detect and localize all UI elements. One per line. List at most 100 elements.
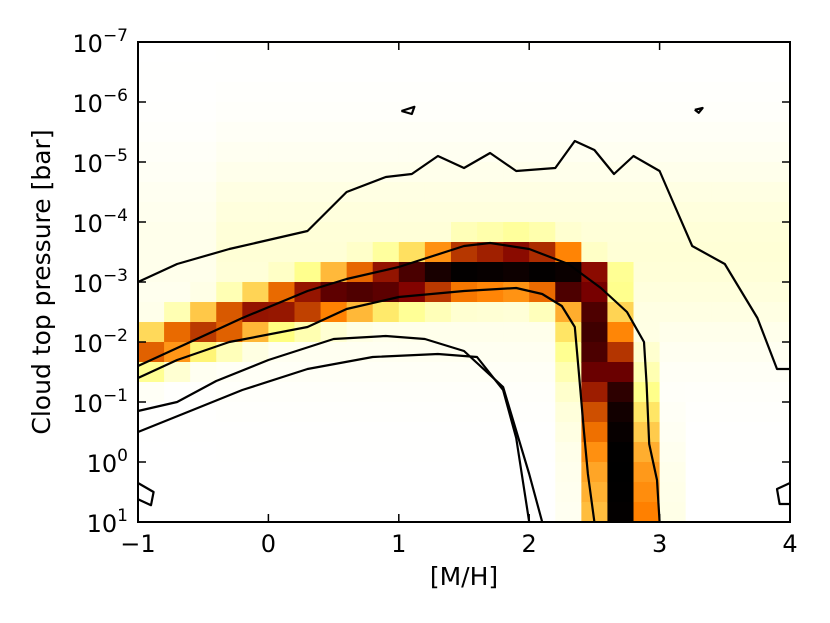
heatmap-cell bbox=[711, 142, 739, 163]
heatmap-cell bbox=[529, 262, 556, 283]
heatmap-cell bbox=[320, 202, 348, 223]
y-axis-label: Cloud top pressure [bar] bbox=[27, 129, 56, 434]
heatmap-cell bbox=[737, 442, 765, 463]
heatmap-cell bbox=[372, 222, 400, 243]
heatmap-cell bbox=[607, 322, 635, 343]
heatmap-cell bbox=[450, 102, 478, 123]
heatmap-cell bbox=[555, 82, 582, 103]
heatmap-cell bbox=[763, 222, 791, 243]
heatmap-cell bbox=[477, 502, 504, 523]
heatmap-cell bbox=[320, 162, 348, 183]
heatmap-cell bbox=[555, 162, 582, 183]
heatmap-cell bbox=[320, 42, 348, 63]
heatmap-cell bbox=[763, 242, 791, 263]
heatmap-cell bbox=[607, 302, 635, 323]
heatmap-cell bbox=[477, 182, 504, 203]
heatmap-cell bbox=[737, 322, 765, 343]
heatmap-cell bbox=[450, 42, 478, 63]
x-axis-label: [M/H] bbox=[430, 562, 498, 591]
heatmap-cell bbox=[477, 442, 504, 463]
heatmap-cell bbox=[242, 82, 269, 103]
heatmap-cell bbox=[398, 182, 426, 203]
heatmap-cell bbox=[737, 122, 765, 143]
heatmap-cell bbox=[763, 502, 791, 523]
heatmap-cell bbox=[216, 342, 243, 363]
heatmap-cell bbox=[581, 442, 609, 463]
heatmap-cell bbox=[242, 342, 269, 363]
heatmap-cell bbox=[398, 142, 426, 163]
heatmap-cell bbox=[529, 182, 556, 203]
heatmap-cell bbox=[372, 402, 400, 423]
heatmap-cell bbox=[633, 302, 661, 323]
heatmap-cell bbox=[164, 122, 191, 143]
heatmap-cell bbox=[216, 302, 243, 323]
heatmap-cell bbox=[633, 342, 661, 363]
heatmap-cell bbox=[346, 402, 374, 423]
heatmap-cell bbox=[294, 462, 322, 483]
heatmap-cell bbox=[424, 162, 452, 183]
heatmap-cell bbox=[503, 262, 530, 283]
heatmap-cell bbox=[346, 382, 374, 403]
heatmap-cell bbox=[607, 142, 635, 163]
heatmap-cell bbox=[424, 422, 452, 443]
heatmap-cell bbox=[294, 342, 322, 363]
contour-line-inner bbox=[137, 241, 661, 523]
heatmap-cell bbox=[320, 482, 348, 503]
heatmap-cell bbox=[503, 42, 530, 63]
heatmap-cell bbox=[529, 142, 556, 163]
heatmap-cell bbox=[555, 502, 582, 523]
heatmap-cell bbox=[424, 402, 452, 423]
heatmap-cell bbox=[450, 282, 478, 303]
heatmap-cell bbox=[503, 102, 530, 123]
heatmap-cell bbox=[164, 202, 191, 223]
heatmap-cell bbox=[581, 302, 609, 323]
heatmap-cell bbox=[529, 442, 556, 463]
heatmap-cell bbox=[529, 62, 556, 83]
heatmap-cell bbox=[607, 282, 635, 303]
heatmap-cell bbox=[503, 202, 530, 223]
heatmap-cell bbox=[763, 362, 791, 383]
heatmap-cell bbox=[164, 482, 191, 503]
heatmap-cell bbox=[659, 322, 687, 343]
heatmap-cell bbox=[529, 242, 556, 263]
heatmap-cell bbox=[424, 502, 452, 523]
heatmap-cell bbox=[555, 262, 582, 283]
heatmap-cell bbox=[529, 122, 556, 143]
heatmap-cell bbox=[242, 502, 269, 523]
heatmap-cell bbox=[659, 502, 687, 523]
heatmap-cell bbox=[477, 242, 504, 263]
heatmap-cell bbox=[477, 322, 504, 343]
heatmap-cell bbox=[138, 422, 165, 443]
heatmap-cell bbox=[529, 42, 556, 63]
heatmap-cell bbox=[242, 482, 269, 503]
heatmap-cell bbox=[268, 362, 296, 383]
heatmap-cell bbox=[503, 302, 530, 323]
heatmap-cell bbox=[268, 42, 296, 63]
heatmap-cell bbox=[503, 182, 530, 203]
heatmap-cell bbox=[607, 82, 635, 103]
heatmap-cell bbox=[581, 162, 609, 183]
heatmap-cell bbox=[164, 102, 191, 123]
heatmap-cell bbox=[737, 422, 765, 443]
heatmap-cell bbox=[138, 302, 165, 323]
heatmap-cell bbox=[320, 102, 348, 123]
heatmap-cell bbox=[477, 122, 504, 143]
heatmap-cell bbox=[763, 322, 791, 343]
heatmap-cell bbox=[372, 302, 400, 323]
heatmap-cell bbox=[424, 302, 452, 323]
heatmap-cell bbox=[242, 462, 269, 483]
heatmap-cell bbox=[320, 182, 348, 203]
heatmap-cell bbox=[607, 122, 635, 143]
heatmap-cell bbox=[685, 462, 713, 483]
heatmap-cell bbox=[581, 182, 609, 203]
heatmap-cell bbox=[711, 322, 739, 343]
heatmap-cell bbox=[607, 382, 635, 403]
heatmap-cell bbox=[320, 62, 348, 83]
heatmap-cell bbox=[633, 222, 661, 243]
heatmap-cell bbox=[372, 342, 400, 363]
heatmap-cell bbox=[268, 282, 296, 303]
heatmap-cell bbox=[737, 202, 765, 223]
heatmap-cell bbox=[138, 442, 165, 463]
heatmap-cell bbox=[555, 482, 582, 503]
